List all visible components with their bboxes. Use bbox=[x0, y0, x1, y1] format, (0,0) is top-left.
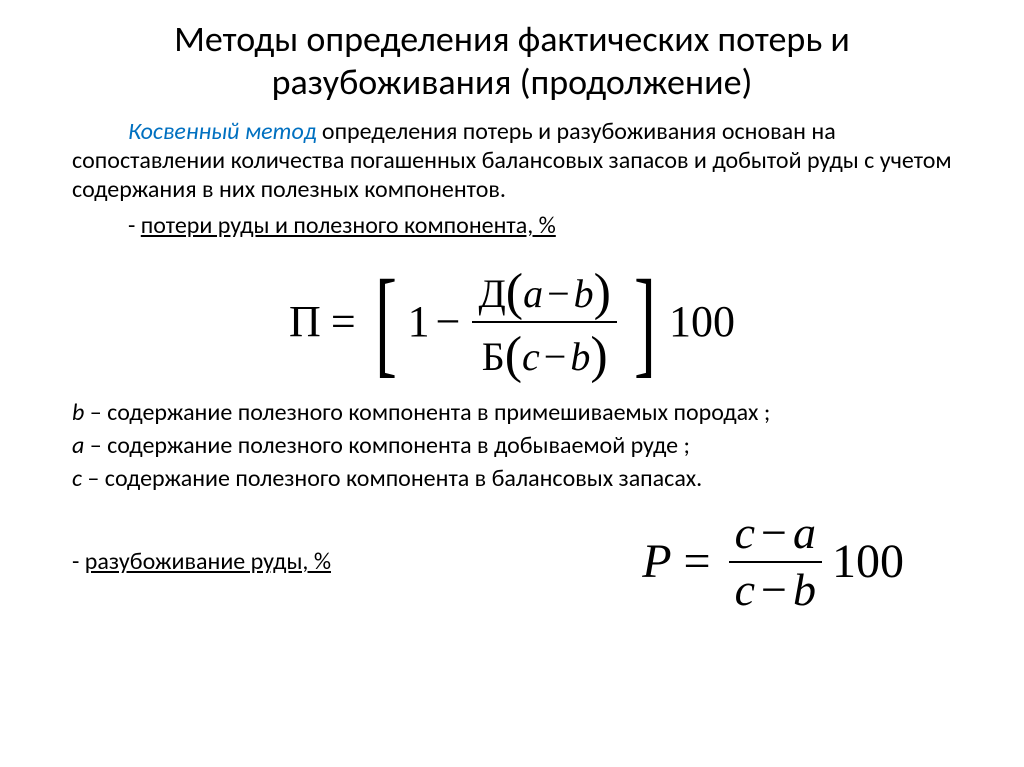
f1-num-b: b bbox=[574, 271, 594, 316]
f2-equals: = bbox=[684, 534, 711, 589]
def-a: a – содержание полезного компонента в до… bbox=[72, 431, 952, 462]
f2-num-minus: − bbox=[761, 507, 787, 558]
bracket-left: [ bbox=[375, 271, 397, 373]
f2-den-b: b bbox=[793, 564, 816, 615]
f2-num-c: c bbox=[735, 507, 755, 558]
f2-den-minus: − bbox=[761, 564, 787, 615]
f1-den-minus: − bbox=[544, 334, 567, 379]
f1-den-rp: ) bbox=[590, 327, 607, 384]
formula-dilution: P = c−a c−b 100 bbox=[642, 506, 904, 617]
bottom-row: - разубоживание руды, % P = c−a c−b 100 bbox=[72, 506, 952, 617]
f2-denominator: c−b bbox=[729, 563, 822, 618]
f1-numerator: Д(a−b) bbox=[472, 260, 617, 321]
slide-title: Методы определения фактических потерь и … bbox=[72, 18, 952, 104]
def-c: c – содержание полезного компонента в ба… bbox=[72, 464, 952, 495]
f1-den-lp: ( bbox=[505, 327, 522, 384]
def-b-text: – содержание полезного компонента в прим… bbox=[84, 398, 770, 427]
bullet-losses: - потери руды и полезного компонента, % bbox=[128, 211, 952, 240]
f1-den-B: Б bbox=[482, 334, 505, 379]
f1-den-b: b bbox=[570, 334, 590, 379]
f1-minus: − bbox=[436, 296, 461, 347]
f2-mult: 100 bbox=[832, 534, 904, 589]
intro-highlight: Косвенный метод bbox=[128, 117, 316, 146]
formula1-eq: П = [ 1 − Д(a−b) Б(c−b) ] 100 bbox=[289, 260, 735, 384]
bullet1-prefix: - bbox=[128, 211, 141, 240]
bullet2-prefix: - bbox=[72, 547, 85, 576]
f1-denominator: Б(c−b) bbox=[476, 323, 614, 384]
bullet1-text: потери руды и полезного компонента, % bbox=[141, 211, 556, 240]
intro-paragraph: Косвенный метод определения потерь и раз… bbox=[72, 118, 952, 204]
bracket-inner: 1 − Д(a−b) Б(c−b) bbox=[408, 260, 623, 384]
f1-fraction: Д(a−b) Б(c−b) bbox=[472, 260, 617, 384]
f1-one: 1 bbox=[408, 296, 430, 347]
bracket-right: ] bbox=[634, 271, 656, 373]
bullet-dilution: - разубоживание руды, % bbox=[72, 547, 331, 576]
f1-den-c: c bbox=[522, 334, 540, 379]
f2-numerator: c−a bbox=[729, 506, 822, 561]
f2-den-c: c bbox=[735, 564, 755, 615]
f2-lhs: P bbox=[642, 534, 671, 589]
def-a-text: – содержание полезного компонента в добы… bbox=[84, 431, 690, 460]
def-c-text: – содержание полезного компонента в бала… bbox=[82, 464, 702, 493]
f1-equals: = bbox=[331, 296, 356, 347]
f2-num-a: a bbox=[793, 507, 816, 558]
f1-num-a: a bbox=[523, 271, 543, 316]
f1-num-rp: ) bbox=[594, 264, 611, 321]
f1-mult: 100 bbox=[669, 296, 735, 347]
f1-num-minus: − bbox=[547, 271, 570, 316]
def-b: b – содержание полезного компонента в пр… bbox=[72, 398, 952, 429]
def-b-var: b bbox=[72, 398, 84, 427]
bullet2-text: разубоживание руды, % bbox=[85, 547, 331, 576]
f1-num-lp: ( bbox=[506, 264, 523, 321]
f1-lhs: П bbox=[289, 296, 321, 347]
def-a-var: a bbox=[72, 431, 84, 460]
f2-fraction: c−a c−b bbox=[729, 506, 822, 617]
f1-num-D: Д bbox=[478, 271, 505, 316]
def-c-var: c bbox=[72, 464, 82, 493]
formula-losses: П = [ 1 − Д(a−b) Б(c−b) ] 100 bbox=[72, 260, 952, 384]
